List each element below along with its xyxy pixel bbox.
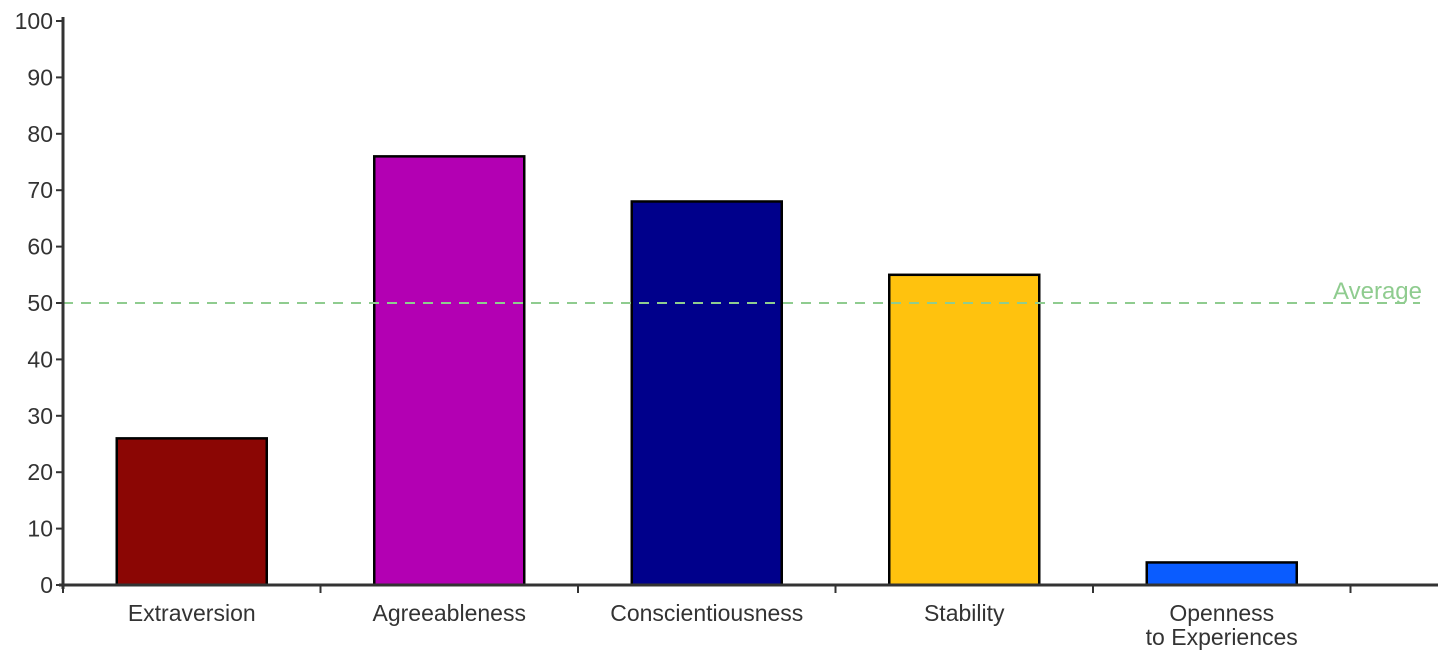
- bar-2: [630, 200, 783, 587]
- y-tick-label: 60: [27, 234, 53, 260]
- y-tick-label: 80: [27, 121, 53, 147]
- y-tick-label: 10: [27, 516, 53, 542]
- bar-3: [888, 273, 1041, 587]
- bar-1: [373, 155, 526, 587]
- x-category-label: Stability: [924, 600, 1005, 626]
- bar-0: [115, 437, 268, 587]
- bars-layer: [115, 155, 1298, 587]
- y-tick-label: 0: [40, 572, 53, 598]
- labels-layer: 0 10 20 30 40 50 60 70 80 90 100 Extraversion Agreea…: [15, 8, 1298, 650]
- y-tick-label: 20: [27, 459, 53, 485]
- x-category-label: Agreeableness: [373, 600, 526, 626]
- bar-4: [1145, 561, 1298, 587]
- y-tick-label: 50: [27, 290, 53, 316]
- y-tick-label: 30: [27, 403, 53, 429]
- y-tick-label: 40: [27, 346, 53, 372]
- y-tick-label: 90: [27, 64, 53, 90]
- y-tick-label: 100: [15, 8, 53, 34]
- x-category-label: Conscientiousness: [610, 600, 803, 626]
- x-category-label: Openness to Experiences: [1146, 600, 1298, 650]
- average-label: Average: [1333, 278, 1422, 305]
- reference-layer: Average: [63, 278, 1422, 305]
- x-category-label: Extraversion: [128, 600, 256, 626]
- y-tick-label: 70: [27, 177, 53, 203]
- axes-layer: [56, 17, 1438, 593]
